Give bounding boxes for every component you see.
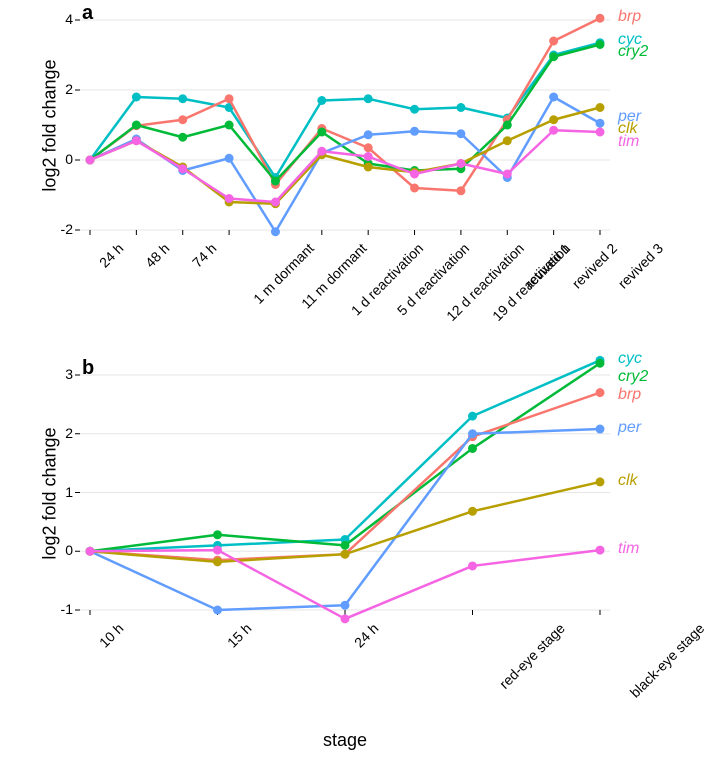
series-label-cry2: cry2 [618, 368, 648, 386]
ytick-label: 3 [45, 366, 73, 382]
series-label-cyc: cyc [618, 350, 642, 368]
series-marker-cry2 [213, 530, 222, 539]
series-label-tim: tim [618, 540, 639, 558]
series-marker-tim [596, 546, 605, 555]
chart-svg [0, 0, 708, 770]
series-label-brp: brp [618, 386, 641, 404]
series-marker-brp [596, 388, 605, 397]
series-marker-cry2 [468, 444, 477, 453]
series-line-brp [90, 393, 600, 560]
series-marker-per [596, 425, 605, 434]
series-marker-tim [86, 547, 95, 556]
ytick-label: -1 [45, 601, 73, 617]
series-label-per: per [618, 419, 641, 437]
series-marker-cry2 [341, 541, 350, 550]
x-axis-label: stage [80, 730, 610, 751]
series-marker-cyc [468, 412, 477, 421]
series-marker-tim [213, 546, 222, 555]
series-marker-clk [596, 477, 605, 486]
series-marker-clk [341, 550, 350, 559]
series-line-cry2 [90, 363, 600, 551]
series-marker-per [213, 606, 222, 615]
series-marker-tim [468, 561, 477, 570]
series-marker-per [468, 429, 477, 438]
series-line-per [90, 429, 600, 610]
series-label-clk: clk [618, 472, 638, 490]
series-marker-cry2 [596, 359, 605, 368]
series-marker-per [341, 601, 350, 610]
series-marker-clk [213, 557, 222, 566]
y-axis-label: log2 fold change [40, 413, 61, 573]
figure-container: a-202424 h48 h74 h1 m dormant11 m dorman… [0, 0, 708, 770]
series-line-cyc [90, 360, 600, 551]
series-marker-clk [468, 507, 477, 516]
series-marker-tim [341, 614, 350, 623]
